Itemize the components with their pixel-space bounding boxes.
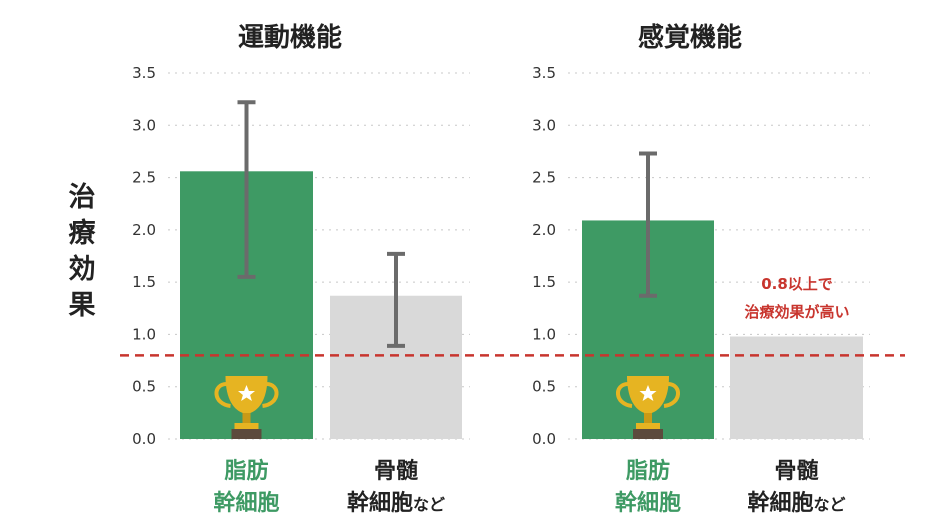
panel-title: 感覚機能 — [638, 22, 742, 53]
y-tick-label: 0.5 — [132, 378, 156, 396]
category-label-line2: 幹細胞 — [213, 490, 279, 516]
y-tick-label: 0.0 — [532, 430, 556, 448]
y-tick-label: 1.0 — [132, 325, 156, 343]
y-tick-label: 3.5 — [132, 64, 156, 82]
y-tick-label: 1.0 — [532, 325, 556, 343]
bar — [730, 336, 863, 439]
category-label-line1: 骨髄 — [774, 458, 818, 484]
category-label-line1: 脂肪 — [224, 458, 268, 484]
trophy-icon — [214, 376, 279, 439]
category-label-line1: 骨髄 — [374, 458, 418, 484]
y-axis-label-text: 治療効果 — [69, 182, 97, 321]
y-tick-label: 1.5 — [532, 273, 556, 291]
y-tick-label: 0.0 — [132, 430, 156, 448]
threshold-label-line2: 治療効果が高い — [744, 303, 849, 321]
y-tick-label: 2.5 — [132, 169, 156, 187]
y-tick-label: 2.5 — [532, 169, 556, 187]
category-label-line2: 幹細胞など — [747, 490, 845, 516]
threshold-label-line1: 0.8以上で — [761, 275, 833, 293]
category-label-line2: 幹細胞 — [615, 490, 681, 516]
y-tick-label: 2.0 — [532, 221, 556, 239]
y-tick-label: 3.5 — [532, 64, 556, 82]
y-tick-label: 3.0 — [532, 116, 556, 134]
y-axis-label: 治療効果 — [69, 182, 97, 321]
panel-title: 運動機能 — [238, 22, 342, 53]
y-tick-label: 0.5 — [532, 378, 556, 396]
y-tick-label: 3.0 — [132, 116, 156, 134]
category-label-line1: 脂肪 — [626, 458, 670, 484]
y-tick-label: 1.5 — [132, 273, 156, 291]
y-tick-label: 2.0 — [132, 221, 156, 239]
category-label-line2: 幹細胞など — [347, 490, 445, 516]
trophy-icon — [616, 376, 680, 439]
